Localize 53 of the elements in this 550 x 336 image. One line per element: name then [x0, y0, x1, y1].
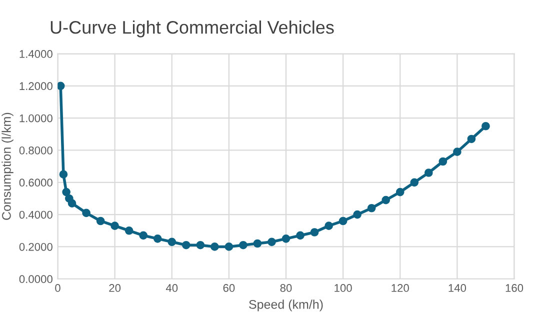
point	[196, 240, 205, 250]
y-tick-label: 1.2000	[20, 82, 52, 90]
point	[58, 82, 65, 90]
y-tick-label: 1.4000	[20, 50, 52, 58]
chart-title: U-Curve Light Commercial Vehicles	[50, 20, 334, 38]
point	[139, 231, 148, 240]
point	[224, 242, 234, 251]
point	[396, 188, 404, 196]
point	[438, 157, 448, 166]
point	[367, 204, 376, 212]
x-tick-label: 160	[506, 284, 524, 292]
point	[239, 240, 248, 250]
point	[424, 168, 433, 177]
point	[296, 231, 304, 240]
point	[153, 234, 162, 243]
point	[453, 148, 462, 156]
y-tick-label: 0.8000	[19, 146, 52, 154]
point	[467, 134, 476, 144]
point	[338, 216, 348, 226]
point	[68, 199, 76, 208]
point	[182, 240, 190, 250]
y-tick-label: 0.0000	[19, 275, 52, 284]
y-tick-label: 0.4000	[19, 210, 52, 219]
point	[82, 208, 90, 218]
x-tick-label: 40	[166, 284, 178, 292]
x-tick-label: 60	[223, 284, 235, 292]
x-tick-label: 120	[392, 284, 409, 292]
point	[353, 210, 362, 219]
y-tick-label: 0.2000	[19, 242, 52, 251]
x-axis-title: Speed (km/h)	[249, 300, 323, 312]
point	[310, 228, 319, 236]
point	[210, 242, 219, 251]
x-tick-label: 80	[280, 284, 292, 292]
point	[410, 178, 419, 187]
point	[282, 234, 290, 243]
point	[253, 239, 262, 248]
point	[62, 188, 70, 196]
point	[324, 222, 333, 230]
point	[168, 238, 176, 246]
point	[110, 222, 119, 230]
y-axis-title: Consumption (l/km)	[2, 112, 14, 220]
x-tick-label: 140	[448, 284, 466, 292]
x-tick-label: 20	[109, 284, 121, 292]
point	[268, 238, 276, 246]
point	[59, 170, 68, 179]
x-tick-label: 0	[55, 284, 60, 292]
point	[96, 216, 105, 226]
point	[124, 226, 134, 235]
y-tick-label: 0.6000	[19, 178, 52, 187]
y-tick-label: 1.0000	[20, 114, 52, 122]
point	[482, 122, 490, 130]
point	[382, 196, 390, 204]
x-tick-label: 100	[334, 284, 352, 292]
